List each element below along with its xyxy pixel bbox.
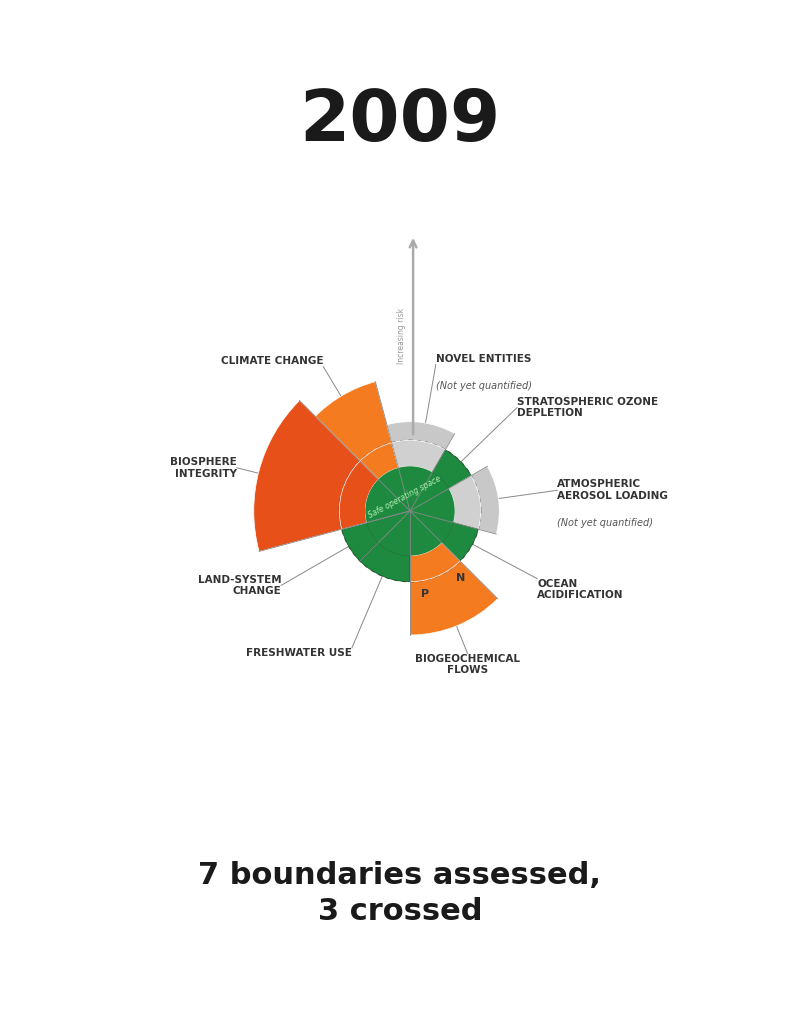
Text: Safe operating space: Safe operating space — [367, 474, 443, 520]
Wedge shape — [342, 522, 378, 561]
Wedge shape — [410, 543, 460, 581]
Text: BIOSPHERE
INTEGRITY: BIOSPHERE INTEGRITY — [170, 457, 237, 478]
Wedge shape — [442, 522, 478, 561]
Text: LAND-SYSTEM
CHANGE: LAND-SYSTEM CHANGE — [198, 574, 281, 597]
Wedge shape — [360, 543, 410, 581]
Circle shape — [366, 466, 454, 556]
Wedge shape — [387, 421, 454, 472]
Wedge shape — [339, 461, 378, 529]
Wedge shape — [432, 450, 471, 489]
Wedge shape — [442, 522, 478, 561]
Wedge shape — [410, 543, 498, 635]
Text: 2009: 2009 — [299, 87, 501, 156]
Wedge shape — [449, 475, 481, 529]
Text: P: P — [421, 589, 429, 599]
Wedge shape — [360, 443, 398, 479]
Text: ATMOSPHERIC
AEROSOL LOADING: ATMOSPHERIC AEROSOL LOADING — [558, 479, 668, 501]
Text: NOVEL ENTITIES: NOVEL ENTITIES — [436, 354, 531, 364]
Wedge shape — [360, 543, 410, 581]
Circle shape — [366, 466, 454, 556]
Text: Increasing risk: Increasing risk — [398, 308, 406, 364]
Text: 7 boundaries assessed,
3 crossed: 7 boundaries assessed, 3 crossed — [198, 861, 602, 926]
Wedge shape — [254, 400, 378, 552]
Wedge shape — [449, 466, 499, 534]
Text: (Not yet quantified): (Not yet quantified) — [558, 517, 654, 527]
Wedge shape — [392, 441, 446, 472]
Text: FRESHWATER USE: FRESHWATER USE — [246, 648, 352, 658]
Wedge shape — [342, 522, 378, 561]
Wedge shape — [432, 450, 471, 489]
Text: (Not yet quantified): (Not yet quantified) — [436, 381, 532, 391]
Text: STRATOSPHERIC OZONE
DEPLETION: STRATOSPHERIC OZONE DEPLETION — [517, 397, 658, 418]
Text: CLIMATE CHANGE: CLIMATE CHANGE — [221, 356, 323, 366]
Text: OCEAN
ACIDIFICATION: OCEAN ACIDIFICATION — [537, 578, 623, 601]
Text: N: N — [456, 573, 466, 583]
Text: BIOGEOCHEMICAL
FLOWS: BIOGEOCHEMICAL FLOWS — [415, 654, 520, 675]
Wedge shape — [315, 382, 398, 479]
